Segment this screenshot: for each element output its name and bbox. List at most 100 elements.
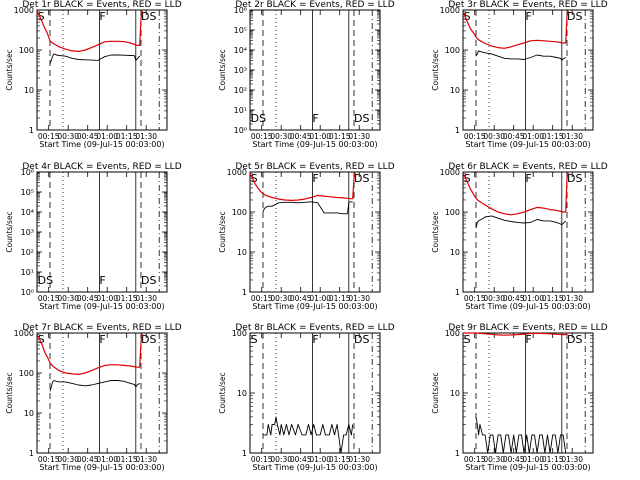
x-tick-label: 00:15 bbox=[251, 132, 273, 141]
y-axis-label: Counts/sec bbox=[431, 211, 440, 252]
series-lld bbox=[36, 333, 143, 375]
marker-label: DS bbox=[354, 172, 369, 185]
y-tick-label: 1 bbox=[242, 449, 247, 458]
x-tick-label: 00:45 bbox=[77, 455, 99, 464]
y-tick-label: 10 bbox=[24, 409, 34, 418]
x-tick-label: 00:30 bbox=[483, 455, 505, 464]
x-tick-label: 01:30 bbox=[561, 455, 583, 464]
marker-label: DS bbox=[354, 112, 369, 125]
x-tick-label: 01:00 bbox=[522, 132, 544, 141]
y-tick-label: 1 bbox=[29, 449, 34, 458]
panel-title: Det 8r BLACK = Events, RED = LLD bbox=[235, 323, 394, 333]
plot-frame bbox=[462, 171, 594, 293]
x-axis-label: Start Time (09-Jul-15 00:03:00) bbox=[465, 140, 590, 149]
y-tick-label: 10³ bbox=[21, 228, 34, 237]
series-lld bbox=[462, 172, 569, 216]
x-tick-label: 00:45 bbox=[503, 132, 525, 141]
x-axis-label: Start Time (09-Jul-15 00:03:00) bbox=[39, 302, 164, 311]
marker-label: DS bbox=[141, 274, 156, 287]
plot-frame bbox=[462, 9, 594, 131]
marker-label: S bbox=[251, 333, 258, 346]
plot-frame bbox=[249, 332, 381, 454]
panel-title: Det 5r BLACK = Events, RED = LLD bbox=[235, 162, 394, 172]
panel-title: Det 4r BLACK = Events, RED = LLD bbox=[22, 162, 181, 172]
marker-label: S bbox=[38, 10, 45, 23]
series-lld bbox=[36, 10, 143, 53]
x-tick-label: 00:30 bbox=[270, 132, 292, 141]
y-tick-label: 1000 bbox=[440, 168, 460, 177]
x-tick-label: 00:15 bbox=[251, 455, 273, 464]
y-tick-label: 100 bbox=[232, 329, 247, 338]
x-tick-label: 00:30 bbox=[483, 132, 505, 141]
x-axis-label: Start Time (09-Jul-15 00:03:00) bbox=[39, 463, 164, 472]
x-axis-label: Start Time (09-Jul-15 00:03:00) bbox=[252, 140, 377, 149]
y-tick-label: 10 bbox=[24, 86, 34, 95]
y-tick-label: 10 bbox=[237, 248, 247, 257]
x-tick-label: 00:45 bbox=[77, 132, 99, 141]
marker-label: F bbox=[99, 274, 105, 287]
x-tick-label: 01:00 bbox=[96, 132, 118, 141]
x-tick-label: 01:00 bbox=[96, 455, 118, 464]
marker-label: S bbox=[251, 172, 258, 185]
x-axis-label: Start Time (09-Jul-15 00:03:00) bbox=[465, 463, 590, 472]
y-tick-label: 1000 bbox=[14, 6, 34, 15]
y-tick-label: 10¹ bbox=[21, 268, 34, 277]
x-tick-label: 01:00 bbox=[522, 455, 544, 464]
x-tick-label: 00:15 bbox=[38, 294, 60, 303]
x-tick-label: 00:45 bbox=[77, 294, 99, 303]
series-lld bbox=[463, 332, 569, 336]
marker-label: F bbox=[312, 333, 318, 346]
y-axis-label: Counts/sec bbox=[5, 211, 14, 252]
marker-label: F bbox=[525, 10, 531, 23]
x-tick-label: 00:15 bbox=[38, 132, 60, 141]
y-tick-label: 10³ bbox=[234, 66, 247, 75]
y-tick-label: 10 bbox=[450, 86, 460, 95]
x-axis-label: Start Time (09-Jul-15 00:03:00) bbox=[39, 140, 164, 149]
x-tick-label: 01:15 bbox=[542, 455, 564, 464]
y-tick-label: 10⁰ bbox=[21, 288, 34, 297]
marker-label: DS bbox=[141, 10, 156, 23]
x-tick-label: 01:00 bbox=[96, 294, 118, 303]
x-tick-label: 01:15 bbox=[329, 455, 351, 464]
marker-label: F bbox=[312, 172, 318, 185]
x-tick-label: 01:30 bbox=[135, 132, 157, 141]
y-tick-label: 100 bbox=[19, 369, 34, 378]
y-tick-label: 10² bbox=[234, 86, 247, 95]
panel-title: Det 3r BLACK = Events, RED = LLD bbox=[448, 0, 607, 10]
y-axis-label: Counts/sec bbox=[431, 372, 440, 413]
series-events bbox=[263, 416, 354, 454]
marker-label: DS bbox=[354, 333, 369, 346]
y-tick-label: 1 bbox=[455, 449, 460, 458]
y-tick-label: 10⁴ bbox=[234, 46, 247, 55]
x-tick-label: 00:45 bbox=[503, 294, 525, 303]
x-tick-label: 01:30 bbox=[348, 132, 370, 141]
marker-label: F bbox=[312, 112, 318, 125]
x-tick-label: 01:30 bbox=[348, 294, 370, 303]
x-tick-label: 01:15 bbox=[329, 132, 351, 141]
x-tick-label: 00:45 bbox=[290, 132, 312, 141]
panel-title: Det 6r BLACK = Events, RED = LLD bbox=[448, 162, 607, 172]
y-tick-label: 1000 bbox=[440, 6, 460, 15]
y-axis-label: Counts/sec bbox=[5, 49, 14, 90]
panel-4: Det 4r BLACK = Events, RED = LLD DS F DS 10⁰… bbox=[5, 162, 182, 311]
plot-frame bbox=[249, 171, 381, 293]
plot-frame bbox=[36, 332, 168, 454]
series-events bbox=[49, 380, 140, 392]
x-tick-label: 00:30 bbox=[483, 294, 505, 303]
marker-label: DS bbox=[567, 10, 582, 23]
marker-label: S bbox=[464, 172, 471, 185]
series-events bbox=[49, 53, 141, 65]
marker-label: S bbox=[464, 333, 471, 346]
x-tick-label: 00:45 bbox=[290, 294, 312, 303]
series-lld bbox=[249, 172, 356, 201]
panel-2: Det 2r BLACK = Events, RED = LLD DS F DS 10⁰… bbox=[218, 0, 395, 149]
x-tick-label: 01:00 bbox=[309, 132, 331, 141]
x-tick-label: 01:15 bbox=[116, 132, 138, 141]
x-tick-label: 00:15 bbox=[251, 294, 273, 303]
